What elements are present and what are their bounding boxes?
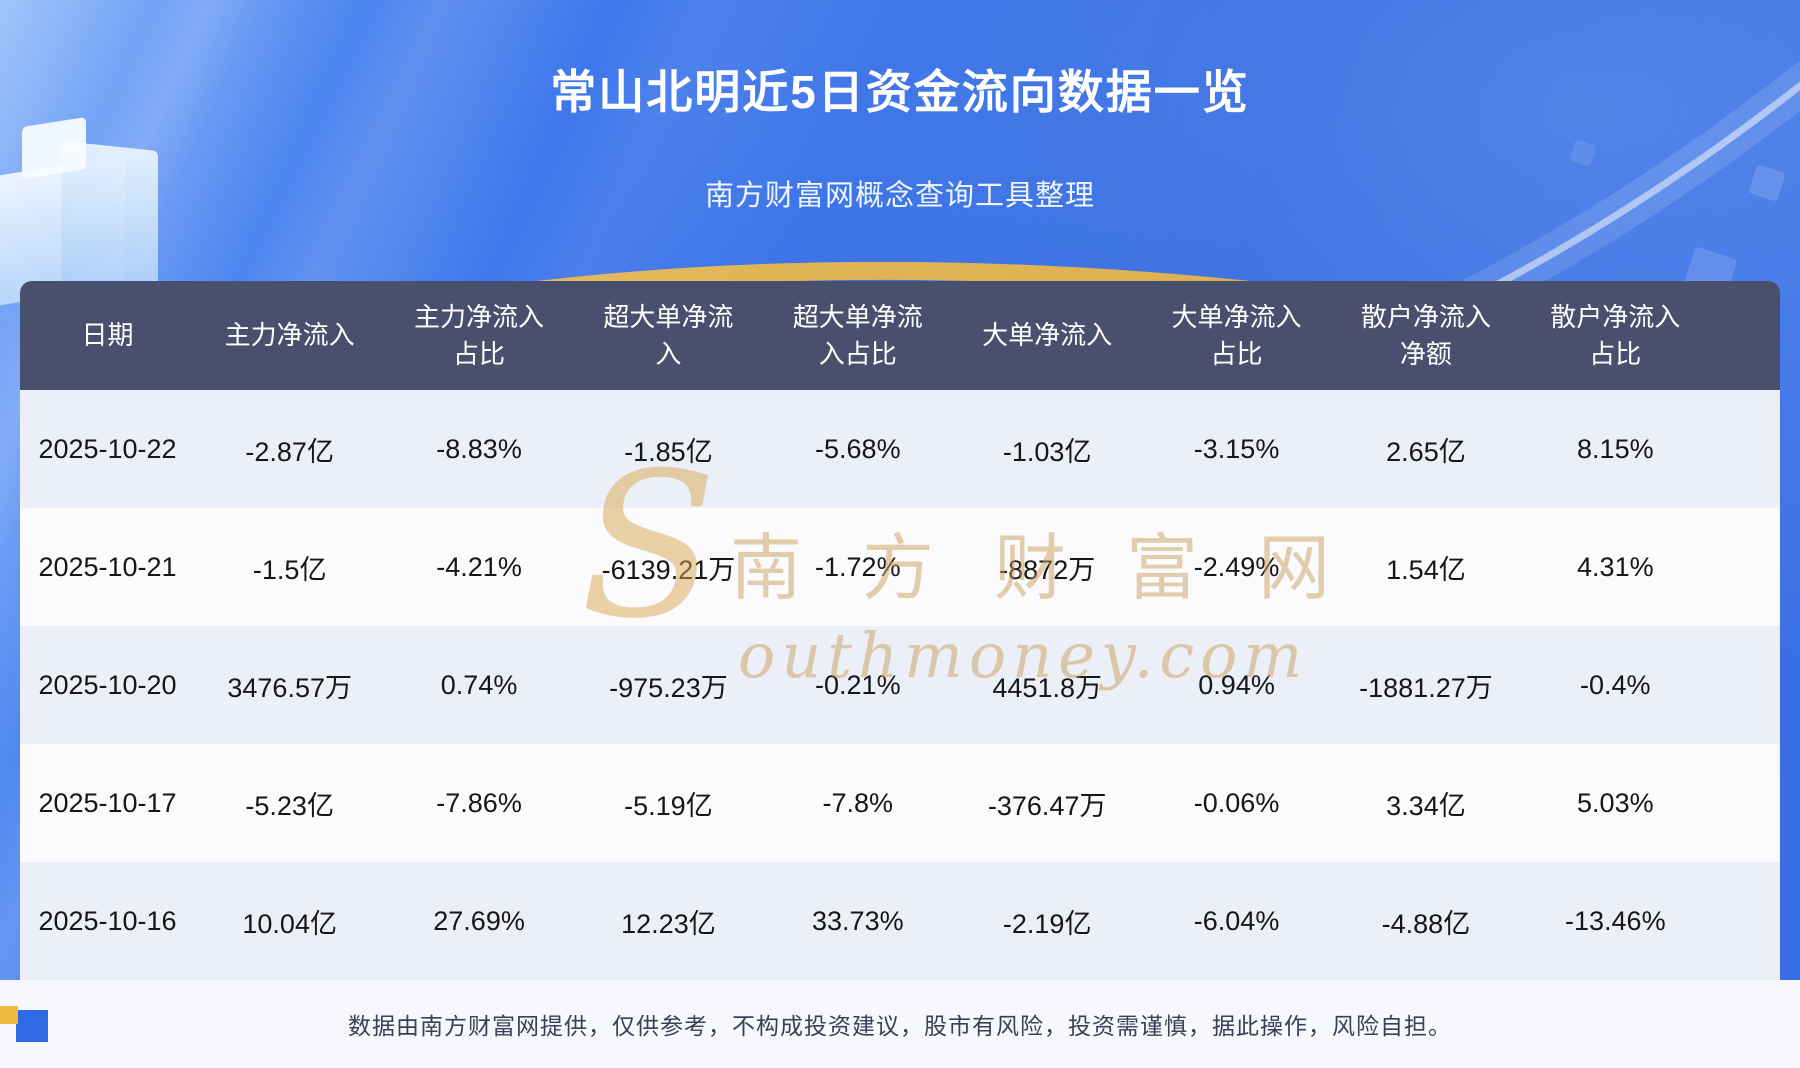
column-header-label: 主力净流入	[224, 320, 355, 351]
column-header: 超大单净流入	[574, 299, 763, 372]
value-cell: 33.73%	[812, 905, 904, 936]
value-cell: -2.87亿	[245, 436, 334, 467]
column-header: 散户净流入占比	[1521, 299, 1710, 372]
value-cell: -1.85亿	[624, 436, 713, 467]
table-row: 2025-10-17 -5.23亿 -7.86% -5.19亿 -7.8% -376.47…	[20, 744, 1780, 862]
value-cell: -5.68%	[815, 433, 901, 464]
date-cell: 2025-10-22	[38, 433, 177, 464]
table-row: 2025-10-16 10.04亿 27.69% 12.23亿 33.73% -2.19亿…	[20, 862, 1780, 980]
value-cell: -3.15%	[1193, 433, 1280, 464]
value-cell: -2.19亿	[1002, 908, 1092, 939]
value-cell: -0.06%	[1193, 787, 1280, 818]
column-header: 超大单净流入占比	[763, 299, 952, 372]
value-cell: -1.03亿	[1002, 436, 1092, 467]
value-cell: 5.03%	[1577, 787, 1654, 818]
fund-flow-table: 日期 主力净流入 主力净流入占比 超大单净流入 超大单净流入占比 大单净流入 大单净流入占比…	[20, 281, 1780, 980]
corner-gold-decoration	[0, 1006, 18, 1024]
value-cell: 27.69%	[433, 905, 525, 936]
table-row: 2025-10-21 -1.5亿 -4.21% -6139.21万 -1.72% -887…	[20, 508, 1780, 626]
value-cell: -8.83%	[436, 433, 522, 464]
date-cell: 2025-10-20	[38, 669, 177, 700]
value-cell: -975.23万	[609, 672, 728, 703]
value-cell: -4.88亿	[1381, 908, 1471, 939]
column-header: 大单净流入	[953, 317, 1142, 353]
value-cell: -7.86%	[436, 787, 522, 818]
value-cell: 1.54亿	[1386, 554, 1466, 585]
column-header-label: 超大单净流入占比	[792, 302, 923, 369]
floating-square-decoration	[1569, 139, 1597, 167]
value-cell: 3476.57万	[227, 672, 352, 703]
table-row: 2025-10-22 -2.87亿 -8.83% -1.85亿 -5.68% -1.03亿…	[20, 390, 1780, 508]
table-body: 2025-10-22 -2.87亿 -8.83% -1.85亿 -5.68% -1.03亿…	[20, 390, 1780, 980]
page-title: 常山北明近5日资金流向数据一览	[550, 66, 1250, 118]
value-cell: 12.23亿	[621, 908, 716, 939]
value-cell: 10.04亿	[242, 908, 337, 939]
value-cell: -1.5亿	[252, 554, 327, 585]
value-cell: 2.65亿	[1386, 436, 1466, 467]
value-cell: 0.74%	[440, 669, 518, 700]
column-header: 主力净流入占比	[384, 299, 573, 372]
column-header-label: 散户净流入占比	[1550, 302, 1681, 369]
value-cell: -4.21%	[436, 551, 522, 582]
column-header: 主力净流入	[195, 317, 384, 353]
value-cell: -5.19亿	[624, 790, 713, 821]
column-header: 散户净流入净额	[1331, 299, 1520, 372]
value-cell: -1.72%	[815, 551, 901, 582]
column-header-label: 超大单净流入	[603, 302, 734, 369]
column-header: 日期	[20, 317, 195, 353]
column-header-label: 日期	[81, 320, 134, 351]
value-cell: -1881.27万	[1359, 672, 1493, 703]
value-cell: -7.8%	[822, 787, 894, 818]
footer: 数据由南方财富网提供，仅供参考，不构成投资建议，股市有风险，投资需谨慎，据此操作…	[0, 980, 1800, 1068]
disclaimer-text: 数据由南方财富网提供，仅供参考，不构成投资建议，股市有风险，投资需谨慎，据此操作…	[348, 1013, 1452, 1039]
table-header-row: 日期 主力净流入 主力净流入占比 超大单净流入 超大单净流入占比 大单净流入 大单净流入占比…	[20, 281, 1780, 390]
page-subtitle: 南方财富网概念查询工具整理	[704, 180, 1095, 212]
building-decoration-icon	[22, 116, 86, 180]
value-cell: -5.23亿	[245, 790, 334, 821]
value-cell: -6.04%	[1193, 905, 1280, 936]
table-row: 2025-10-20 3476.57万 0.74% -975.23万 -0.21% 445…	[20, 626, 1780, 744]
value-cell: -0.21%	[815, 669, 901, 700]
value-cell: 4451.8万	[992, 672, 1102, 703]
value-cell: -8872万	[999, 554, 1096, 585]
value-cell: 0.94%	[1198, 669, 1275, 700]
value-cell: 4.31%	[1577, 551, 1654, 582]
corner-blue-decoration	[16, 1010, 48, 1042]
value-cell: -13.46%	[1565, 905, 1666, 936]
value-cell: 8.15%	[1577, 433, 1654, 464]
value-cell: -0.4%	[1580, 669, 1651, 700]
value-cell: -2.49%	[1193, 551, 1280, 582]
column-header-label: 散户净流入净额	[1360, 302, 1491, 369]
column-header-label: 大单净流入占比	[1171, 302, 1302, 369]
column-header: 大单净流入占比	[1142, 299, 1331, 372]
column-header-label: 主力净流入占比	[414, 302, 545, 369]
value-cell: 3.34亿	[1386, 790, 1466, 821]
column-header-label: 大单净流入	[982, 320, 1113, 351]
value-cell: -6139.21万	[601, 554, 736, 585]
value-cell: -376.47万	[987, 790, 1107, 821]
date-cell: 2025-10-16	[38, 905, 177, 936]
date-cell: 2025-10-17	[38, 787, 177, 818]
date-cell: 2025-10-21	[38, 551, 177, 582]
